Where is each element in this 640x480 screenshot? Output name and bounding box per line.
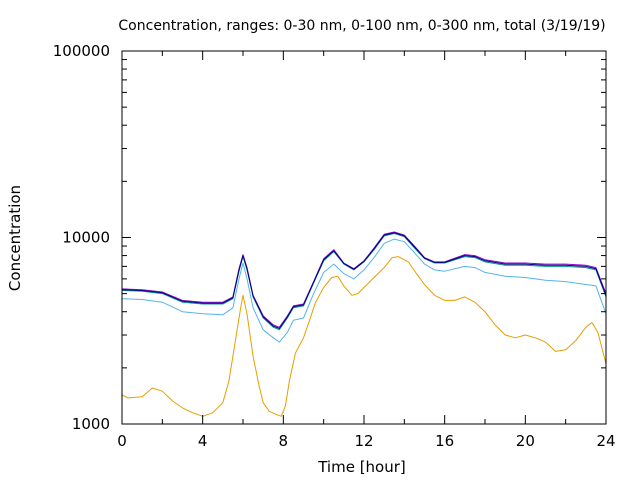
series-line-5 (121, 232, 607, 329)
y-axis: 1000 10000 100000 (53, 42, 606, 433)
x-tick-label: 24 (596, 432, 615, 450)
y-tick-label: 10000 (62, 229, 110, 247)
x-axis-label: Time [hour] (317, 458, 406, 476)
series-line-2 (121, 238, 607, 343)
series-line-3 (121, 233, 607, 331)
chart-title: Concentration, ranges: 0-30 nm, 0-100 nm… (118, 18, 605, 34)
y-tick-label: 1000 (72, 415, 110, 433)
x-tick-label: 8 (279, 432, 289, 450)
series-line-1 (121, 256, 607, 417)
x-tick-label: 4 (198, 432, 208, 450)
x-axis: 0 4 8 12 16 20 24 (117, 51, 616, 450)
x-tick-label: 12 (354, 432, 373, 450)
x-tick-label: 20 (516, 432, 535, 450)
x-tick-label: 16 (435, 432, 454, 450)
y-tick-label: 100000 (53, 42, 110, 60)
series-layer (121, 231, 607, 417)
y-axis-label: Concentration (6, 185, 24, 291)
plot-frame (121, 50, 607, 425)
x-tick-label: 0 (117, 432, 127, 450)
